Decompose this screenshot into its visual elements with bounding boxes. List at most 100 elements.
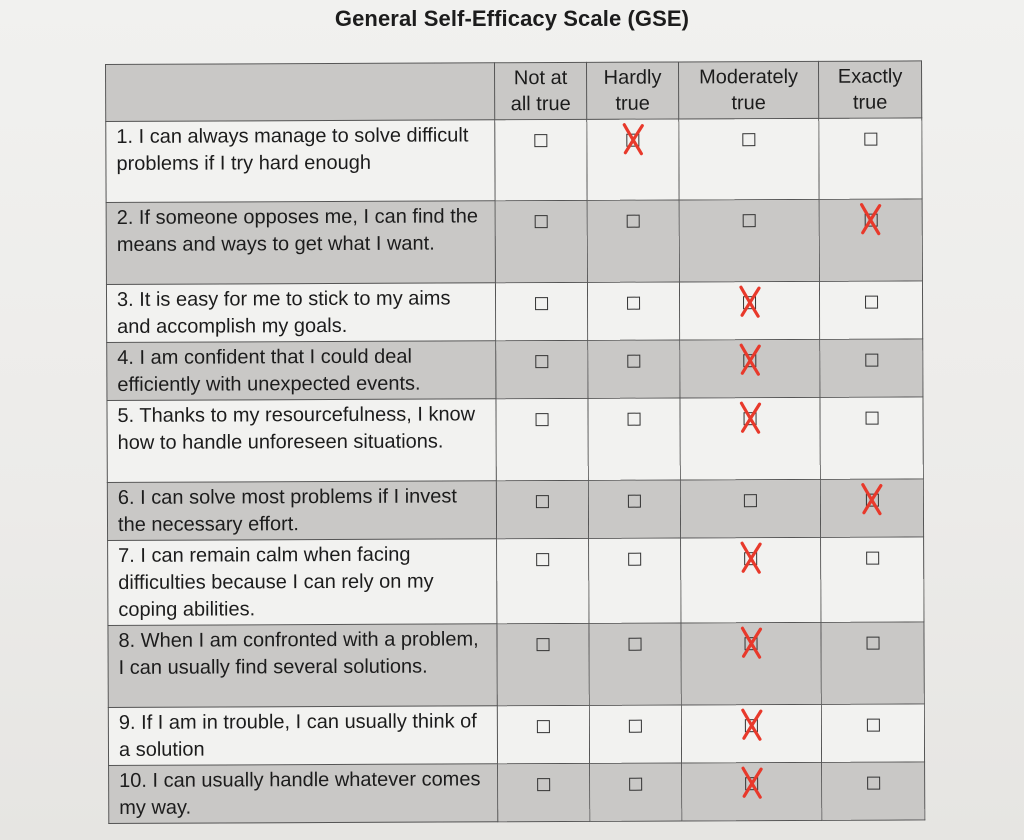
- response-cell[interactable]: [679, 281, 820, 340]
- checkbox[interactable]: [866, 636, 880, 650]
- checkbox[interactable]: [866, 718, 880, 732]
- checkbox[interactable]: [629, 777, 643, 791]
- response-cell[interactable]: [679, 199, 820, 282]
- response-cell[interactable]: [821, 761, 925, 821]
- response-cell[interactable]: [588, 537, 681, 624]
- response-cell[interactable]: [496, 538, 589, 624]
- header-hardly-true: Hardly true: [586, 61, 679, 120]
- response-cell[interactable]: [821, 703, 925, 763]
- checkbox[interactable]: [742, 133, 756, 147]
- response-cell[interactable]: [495, 398, 589, 481]
- response-cell[interactable]: [494, 119, 588, 201]
- checkbox[interactable]: [534, 215, 548, 229]
- response-cell[interactable]: [587, 397, 681, 481]
- response-cell[interactable]: [587, 281, 680, 341]
- response-cell[interactable]: [497, 763, 590, 822]
- checkbox[interactable]: [744, 552, 758, 566]
- question-text: 4. I am confident that I could deal effi…: [106, 340, 496, 401]
- checkbox[interactable]: [534, 134, 548, 148]
- response-cell[interactable]: [680, 479, 821, 538]
- response-cell[interactable]: [495, 340, 588, 399]
- checkbox[interactable]: [865, 411, 879, 425]
- table-row: 7. I can remain calm when facing difficu…: [107, 536, 924, 626]
- checkbox[interactable]: [627, 494, 641, 508]
- response-cell[interactable]: [588, 622, 682, 706]
- response-cell[interactable]: [495, 282, 588, 341]
- checkbox[interactable]: [866, 776, 880, 790]
- response-cell[interactable]: [680, 622, 822, 705]
- checkbox[interactable]: [627, 412, 641, 426]
- checkbox[interactable]: [536, 638, 550, 652]
- checkbox[interactable]: [535, 297, 549, 311]
- checkbox[interactable]: [627, 296, 641, 310]
- table-row: 10. I can usually handle whatever comes …: [108, 761, 925, 824]
- header-not-at-all-true: Not at all true: [494, 62, 587, 120]
- response-cell[interactable]: [496, 480, 589, 539]
- response-cell[interactable]: [678, 118, 820, 200]
- checkbox[interactable]: [865, 493, 879, 507]
- checkbox[interactable]: [535, 495, 549, 509]
- checkbox[interactable]: [626, 133, 640, 147]
- response-cell[interactable]: [679, 397, 821, 480]
- checkbox[interactable]: [535, 355, 549, 369]
- response-cell[interactable]: [587, 199, 680, 283]
- response-cell[interactable]: [818, 117, 923, 200]
- checkbox[interactable]: [536, 553, 550, 567]
- checkbox[interactable]: [745, 777, 759, 791]
- question-text: 3. It is easy for me to stick to my aims…: [106, 282, 496, 343]
- checkbox[interactable]: [628, 719, 642, 733]
- checkbox[interactable]: [743, 412, 757, 426]
- response-cell[interactable]: [820, 621, 925, 705]
- checkbox[interactable]: [743, 296, 757, 310]
- response-cell[interactable]: [589, 704, 682, 764]
- checkbox[interactable]: [744, 637, 758, 651]
- question-text: 1. I can always manage to solve difficul…: [105, 119, 496, 203]
- checkbox[interactable]: [864, 353, 878, 367]
- checkbox[interactable]: [864, 213, 878, 227]
- table-row: 5. Thanks to my resourcefulness, I know …: [106, 396, 924, 483]
- checkbox[interactable]: [537, 778, 551, 792]
- response-cell[interactable]: [495, 200, 588, 283]
- response-cell[interactable]: [820, 478, 924, 538]
- page-title: General Self-Efficacy Scale (GSE): [334, 6, 690, 31]
- checkbox[interactable]: [864, 295, 878, 309]
- checkbox[interactable]: [743, 354, 757, 368]
- response-cell[interactable]: [819, 198, 923, 282]
- response-cell[interactable]: [679, 339, 820, 398]
- response-cell[interactable]: [820, 536, 924, 623]
- response-cell[interactable]: [588, 479, 681, 539]
- question-text: 2. If someone opposes me, I can find the…: [106, 200, 496, 285]
- table-row: 3. It is easy for me to stick to my aims…: [106, 280, 923, 343]
- checkbox[interactable]: [865, 551, 879, 565]
- response-cell[interactable]: [587, 339, 680, 399]
- question-text: 7. I can remain calm when facing difficu…: [107, 538, 497, 626]
- checkbox[interactable]: [628, 637, 642, 651]
- table-row: 8. When I am confronted with a problem, …: [107, 621, 925, 708]
- table-row: 9. If I am in trouble, I can usually thi…: [108, 703, 925, 766]
- response-cell[interactable]: [496, 623, 590, 706]
- table-row: 2. If someone opposes me, I can find the…: [106, 198, 923, 285]
- header-row: Not at all true Hardly true Moderately t…: [105, 60, 922, 122]
- checkbox[interactable]: [627, 354, 641, 368]
- response-cell[interactable]: [681, 762, 822, 821]
- response-cell[interactable]: [819, 280, 923, 340]
- checkbox[interactable]: [743, 494, 757, 508]
- response-cell[interactable]: [680, 537, 821, 623]
- checkbox[interactable]: [863, 132, 877, 146]
- response-cell[interactable]: [497, 705, 590, 764]
- question-text: 5. Thanks to my resourcefulness, I know …: [106, 398, 497, 483]
- question-text: 9. If I am in trouble, I can usually thi…: [108, 705, 498, 766]
- checkbox[interactable]: [535, 413, 549, 427]
- checkbox[interactable]: [628, 552, 642, 566]
- checkbox[interactable]: [536, 720, 550, 734]
- checkbox[interactable]: [626, 214, 640, 228]
- checkbox[interactable]: [742, 214, 756, 228]
- table-row: 1. I can always manage to solve difficul…: [105, 117, 923, 203]
- response-cell[interactable]: [819, 338, 923, 398]
- checkbox[interactable]: [744, 719, 758, 733]
- question-text: 10. I can usually handle whatever comes …: [108, 763, 498, 824]
- response-cell[interactable]: [586, 118, 680, 201]
- response-cell[interactable]: [681, 704, 822, 763]
- response-cell[interactable]: [819, 396, 924, 480]
- response-cell[interactable]: [589, 762, 682, 822]
